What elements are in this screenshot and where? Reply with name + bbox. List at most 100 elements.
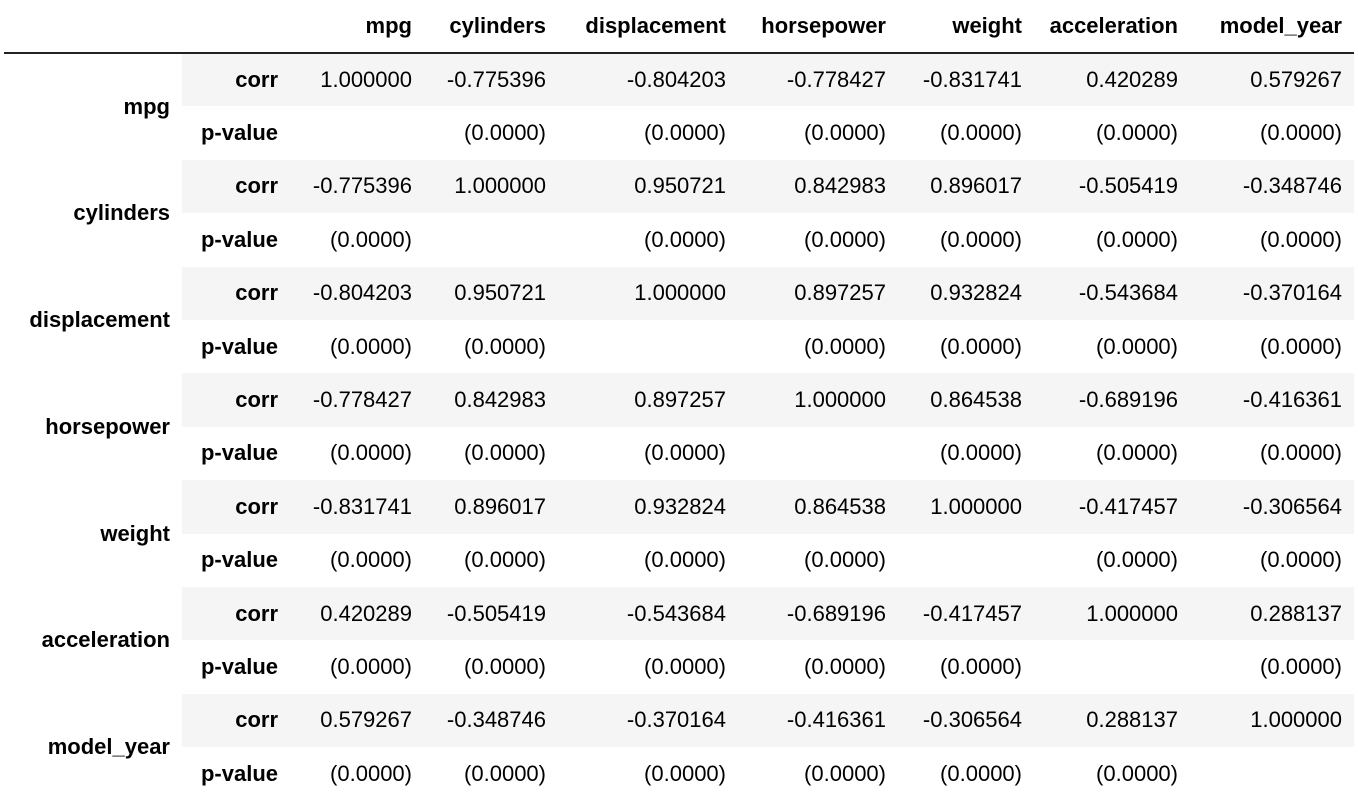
corr-cell: -0.778427	[738, 53, 898, 107]
corr-cell: -0.689196	[1034, 373, 1190, 427]
corr-cell: 0.420289	[290, 586, 424, 641]
stat-label: p-value	[182, 426, 290, 481]
pvalue-cell: (0.0000)	[898, 426, 1034, 481]
stat-label: corr	[182, 373, 290, 427]
row-index-label: acceleration	[4, 586, 182, 694]
corr-cell: 0.288137	[1034, 693, 1190, 748]
corr-cell: -0.306564	[1190, 480, 1354, 534]
stat-label: corr	[182, 53, 290, 107]
corr-cell: 0.842983	[738, 159, 898, 214]
corr-cell: -0.689196	[738, 586, 898, 641]
corr-cell: -0.543684	[558, 586, 738, 641]
index-header-blank	[4, 0, 182, 54]
corr-cell: -0.370164	[558, 693, 738, 748]
pvalue-cell	[558, 319, 738, 374]
column-header: displacement	[558, 0, 738, 54]
column-header: model_year	[1190, 0, 1354, 54]
stat-label: p-value	[182, 106, 290, 160]
table-row: p-value (0.0000) (0.0000) (0.0000) (0.0000)(…	[4, 426, 1354, 481]
corr-cell: 0.420289	[1034, 53, 1190, 107]
stat-label: p-value	[182, 747, 290, 801]
pvalue-cell: (0.0000)	[290, 533, 424, 587]
table-row: p-value (0.0000) (0.0000) (0.0000) (0.0000)(…	[4, 747, 1354, 801]
table-row: p-value (0.0000) (0.0000) (0.0000) (0.0000)(…	[4, 213, 1354, 267]
column-header: cylinders	[424, 0, 558, 54]
pvalue-cell: (0.0000)	[738, 106, 898, 160]
corr-cell: 1.000000	[424, 159, 558, 214]
pvalue-cell: (0.0000)	[558, 533, 738, 587]
column-header: horsepower	[738, 0, 898, 54]
table-row: displacement corr -0.804203 0.950721 1.00000…	[4, 266, 1354, 374]
correlation-table: mpg cylinders displacement horsepower we…	[4, 0, 1354, 801]
stat-label: corr	[182, 159, 290, 214]
table-row: p-value (0.0000) (0.0000) (0.0000) (0.0000)(…	[4, 533, 1354, 587]
stat-label: corr	[182, 693, 290, 748]
row-index-label: weight	[4, 480, 182, 587]
pvalue-cell: (0.0000)	[424, 640, 558, 694]
pvalue-cell: (0.0000)	[1190, 319, 1354, 374]
corr-cell: -0.348746	[1190, 159, 1354, 214]
stat-label: corr	[182, 480, 290, 534]
corr-cell: -0.416361	[1190, 373, 1354, 427]
stat-header-blank	[182, 0, 290, 54]
corr-cell: -0.804203	[558, 53, 738, 107]
corr-cell: 0.950721	[558, 159, 738, 214]
corr-cell: 0.950721	[424, 266, 558, 320]
corr-cell: 0.897257	[738, 266, 898, 320]
pvalue-cell: (0.0000)	[1190, 426, 1354, 481]
corr-cell: 0.288137	[1190, 586, 1354, 641]
row-index-label: cylinders	[4, 159, 182, 267]
table-row: model_year corr 0.579267 -0.348746 -0.370164…	[4, 693, 1354, 801]
column-header: acceleration	[1034, 0, 1190, 54]
corr-cell: -0.775396	[424, 53, 558, 107]
pvalue-cell: (0.0000)	[1190, 640, 1354, 694]
pvalue-cell: (0.0000)	[290, 747, 424, 801]
corr-cell: -0.831741	[290, 480, 424, 534]
table-body: mpg corr 1.000000 -0.775396 -0.804203 -0.7784…	[4, 53, 1354, 801]
pvalue-cell: (0.0000)	[1034, 106, 1190, 160]
stat-label: p-value	[182, 640, 290, 694]
pvalue-cell	[424, 213, 558, 267]
corr-cell: 0.579267	[1190, 53, 1354, 107]
pvalue-cell: (0.0000)	[898, 106, 1034, 160]
pvalue-cell: (0.0000)	[290, 640, 424, 694]
table-row: horsepower corr -0.778427 0.842983 0.897257 1…	[4, 373, 1354, 481]
table-row: cylinders corr -0.775396 1.000000 0.950721 0.…	[4, 159, 1354, 267]
pvalue-cell: (0.0000)	[1034, 213, 1190, 267]
table-row: p-value (0.0000) (0.0000) (0.0000) (0.0000)(…	[4, 640, 1354, 694]
pvalue-cell: (0.0000)	[1034, 426, 1190, 481]
corr-cell: 1.000000	[1190, 693, 1354, 748]
pvalue-cell: (0.0000)	[1190, 213, 1354, 267]
row-index-label: mpg	[4, 53, 182, 160]
pvalue-cell: (0.0000)	[738, 213, 898, 267]
corr-cell: -0.306564	[898, 693, 1034, 748]
header-row: mpg cylinders displacement horsepower we…	[4, 0, 1354, 54]
pvalue-cell: (0.0000)	[898, 747, 1034, 801]
pvalue-cell: (0.0000)	[1190, 106, 1354, 160]
pvalue-cell: (0.0000)	[558, 426, 738, 481]
corr-cell: -0.348746	[424, 693, 558, 748]
pvalue-cell: (0.0000)	[558, 747, 738, 801]
pvalue-cell: (0.0000)	[424, 106, 558, 160]
corr-cell: 0.842983	[424, 373, 558, 427]
pvalue-cell: (0.0000)	[1034, 747, 1190, 801]
corr-cell: 0.579267	[290, 693, 424, 748]
pvalue-cell: (0.0000)	[558, 106, 738, 160]
corr-cell: -0.505419	[424, 586, 558, 641]
corr-cell: 0.932824	[898, 266, 1034, 320]
corr-cell: 1.000000	[1034, 586, 1190, 641]
pvalue-cell: (0.0000)	[1190, 533, 1354, 587]
pvalue-cell: (0.0000)	[290, 426, 424, 481]
corr-cell: 1.000000	[898, 480, 1034, 534]
table-row: p-value (0.0000) (0.0000) (0.0000) (0.0000)(…	[4, 106, 1354, 160]
corr-cell: -0.804203	[290, 266, 424, 320]
corr-cell: -0.417457	[898, 586, 1034, 641]
pvalue-cell: (0.0000)	[290, 213, 424, 267]
row-index-label: displacement	[4, 266, 182, 374]
pvalue-cell: (0.0000)	[1034, 319, 1190, 374]
pvalue-cell: (0.0000)	[424, 533, 558, 587]
table-row: p-value (0.0000) (0.0000) (0.0000) (0.0000)(…	[4, 319, 1354, 374]
corr-cell: 1.000000	[738, 373, 898, 427]
pvalue-cell: (0.0000)	[558, 213, 738, 267]
